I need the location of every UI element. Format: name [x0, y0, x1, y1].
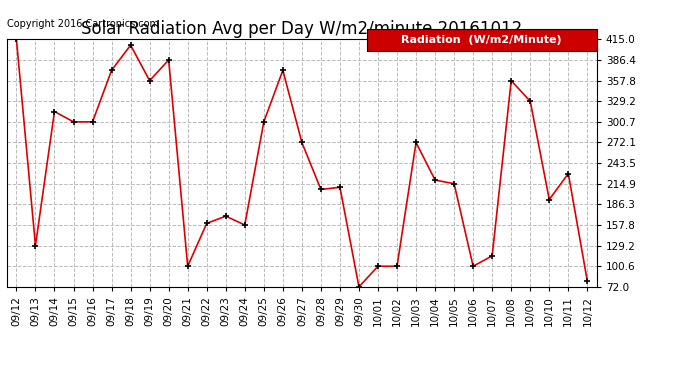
Text: Radiation  (W/m2/Minute): Radiation (W/m2/Minute) — [402, 35, 562, 45]
Title: Solar Radiation Avg per Day W/m2/minute 20161012: Solar Radiation Avg per Day W/m2/minute … — [81, 20, 522, 38]
Text: Copyright 2016 Cartronics.com: Copyright 2016 Cartronics.com — [7, 20, 159, 30]
FancyBboxPatch shape — [367, 30, 597, 51]
